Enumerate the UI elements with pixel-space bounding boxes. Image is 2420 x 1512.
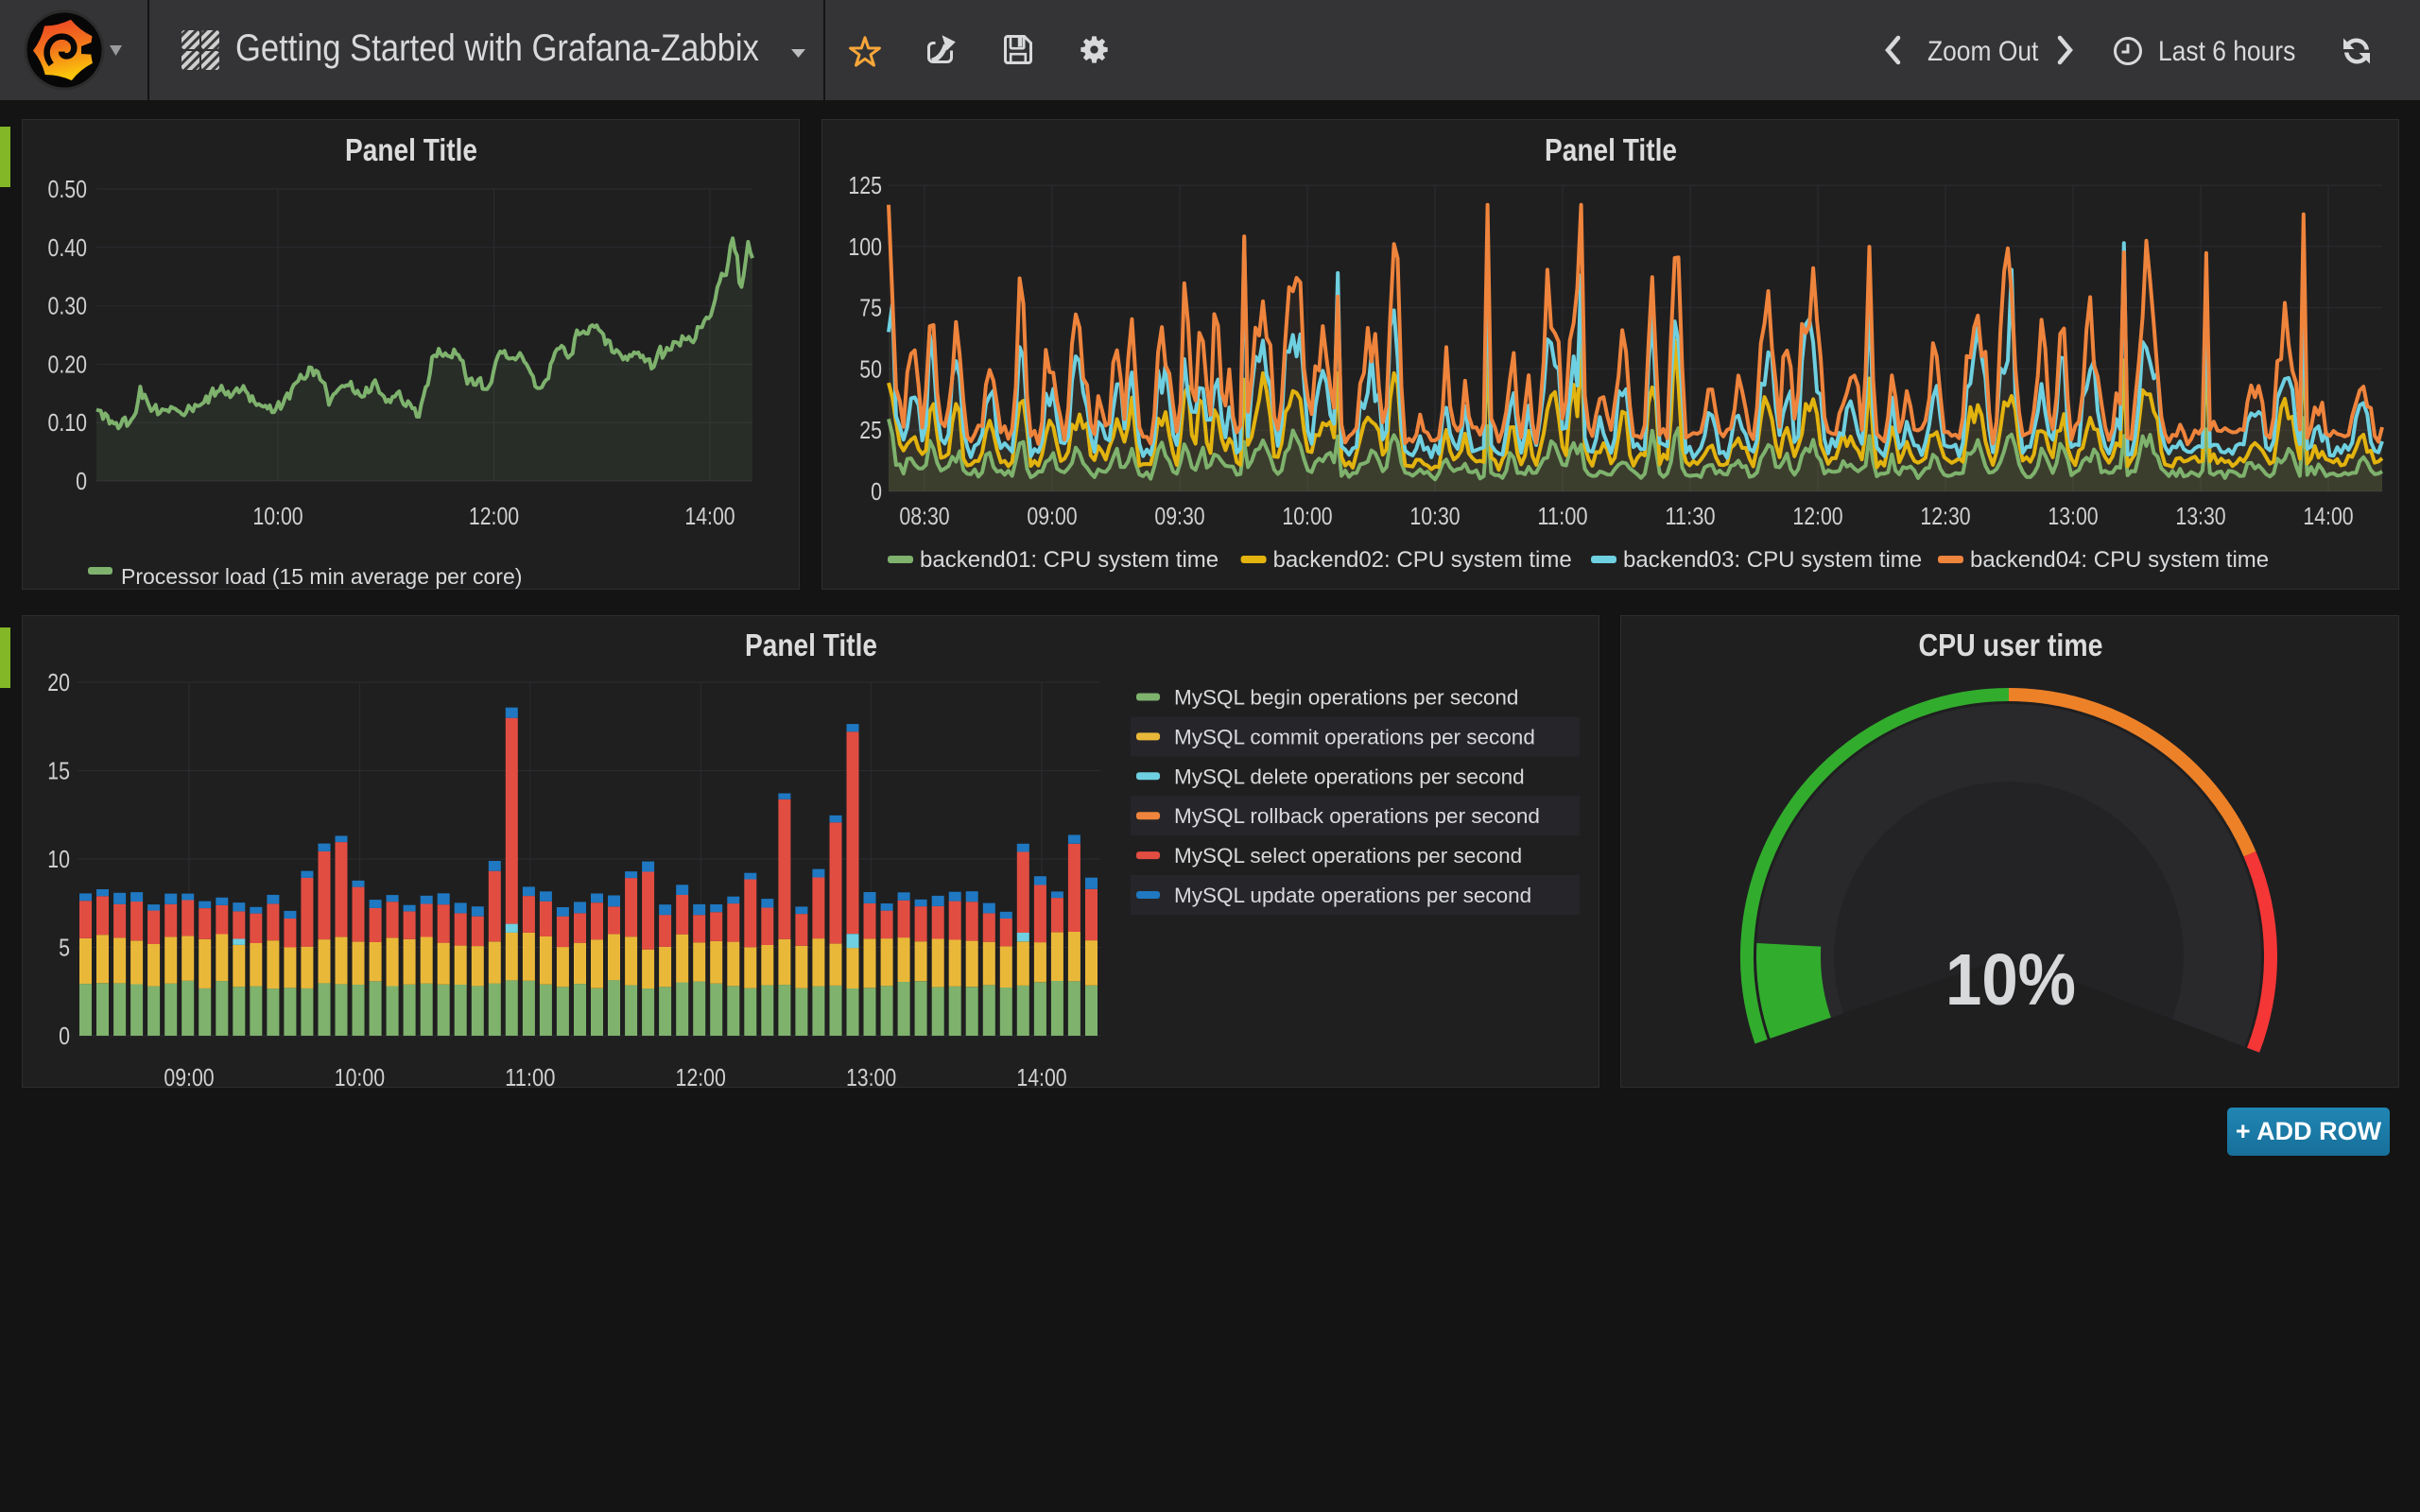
svg-text:12:00: 12:00 xyxy=(469,502,519,530)
svg-text:25: 25 xyxy=(859,416,882,444)
svg-text:backend02: CPU system time: backend02: CPU system time xyxy=(1273,547,1572,573)
svg-text:backend01: CPU system time: backend01: CPU system time xyxy=(920,547,1219,573)
svg-text:20: 20 xyxy=(47,668,70,696)
svg-text:0.40: 0.40 xyxy=(48,233,88,262)
svg-text:backend04: CPU system time: backend04: CPU system time xyxy=(1970,547,2269,573)
svg-text:11:30: 11:30 xyxy=(1665,502,1715,530)
svg-text:15: 15 xyxy=(47,757,70,785)
svg-text:backend03: CPU system time: backend03: CPU system time xyxy=(1623,547,1922,573)
svg-text:09:00: 09:00 xyxy=(1027,502,1077,530)
svg-text:11:00: 11:00 xyxy=(505,1063,555,1089)
svg-text:12:00: 12:00 xyxy=(676,1063,726,1089)
svg-text:14:00: 14:00 xyxy=(2303,502,2353,530)
svg-text:08:30: 08:30 xyxy=(899,502,949,530)
svg-text:5: 5 xyxy=(59,934,70,962)
svg-text:MySQL update operations per se: MySQL update operations per second xyxy=(1174,884,1531,907)
svg-text:MySQL begin operations per sec: MySQL begin operations per second xyxy=(1174,686,1518,710)
svg-text:0: 0 xyxy=(76,467,87,495)
svg-text:14:00: 14:00 xyxy=(684,502,735,530)
svg-text:13:00: 13:00 xyxy=(846,1063,896,1089)
svg-text:MySQL select operations per se: MySQL select operations per second xyxy=(1174,844,1522,868)
svg-text:100: 100 xyxy=(848,232,882,261)
svg-text:MySQL rollback operations per: MySQL rollback operations per second xyxy=(1174,804,1540,828)
svg-text:50: 50 xyxy=(859,354,882,383)
svg-text:Processor load (15 min average: Processor load (15 min average per core) xyxy=(121,564,522,589)
svg-text:12:00: 12:00 xyxy=(1792,502,1842,530)
svg-text:13:30: 13:30 xyxy=(2175,502,2225,530)
svg-text:CPU user time: CPU user time xyxy=(1919,627,2103,662)
svg-text:0: 0 xyxy=(59,1022,70,1050)
svg-text:75: 75 xyxy=(859,294,882,322)
svg-text:MySQL commit operations per se: MySQL commit operations per second xyxy=(1174,725,1535,748)
svg-text:0.50: 0.50 xyxy=(48,175,88,203)
svg-text:Panel Title: Panel Title xyxy=(345,132,477,167)
svg-text:14:00: 14:00 xyxy=(1016,1063,1066,1089)
svg-text:10%: 10% xyxy=(1945,939,2076,1021)
svg-text:09:30: 09:30 xyxy=(1154,502,1204,530)
svg-text:0.10: 0.10 xyxy=(48,408,88,437)
svg-text:0: 0 xyxy=(871,477,882,506)
svg-text:Panel Title: Panel Title xyxy=(745,627,877,662)
svg-text:09:00: 09:00 xyxy=(164,1063,214,1089)
svg-text:10:00: 10:00 xyxy=(252,502,302,530)
svg-text:11:00: 11:00 xyxy=(1537,502,1587,530)
svg-text:10:30: 10:30 xyxy=(1409,502,1460,530)
svg-text:125: 125 xyxy=(848,171,882,199)
svg-text:13:00: 13:00 xyxy=(2048,502,2098,530)
svg-text:10: 10 xyxy=(47,845,70,873)
svg-text:12:30: 12:30 xyxy=(1920,502,1970,530)
svg-text:0.20: 0.20 xyxy=(48,350,88,378)
svg-text:0.30: 0.30 xyxy=(48,292,88,320)
svg-text:MySQL delete operations per se: MySQL delete operations per second xyxy=(1174,765,1525,788)
svg-text:10:00: 10:00 xyxy=(335,1063,385,1089)
svg-text:10:00: 10:00 xyxy=(1282,502,1332,530)
svg-text:Panel Title: Panel Title xyxy=(1545,132,1677,167)
